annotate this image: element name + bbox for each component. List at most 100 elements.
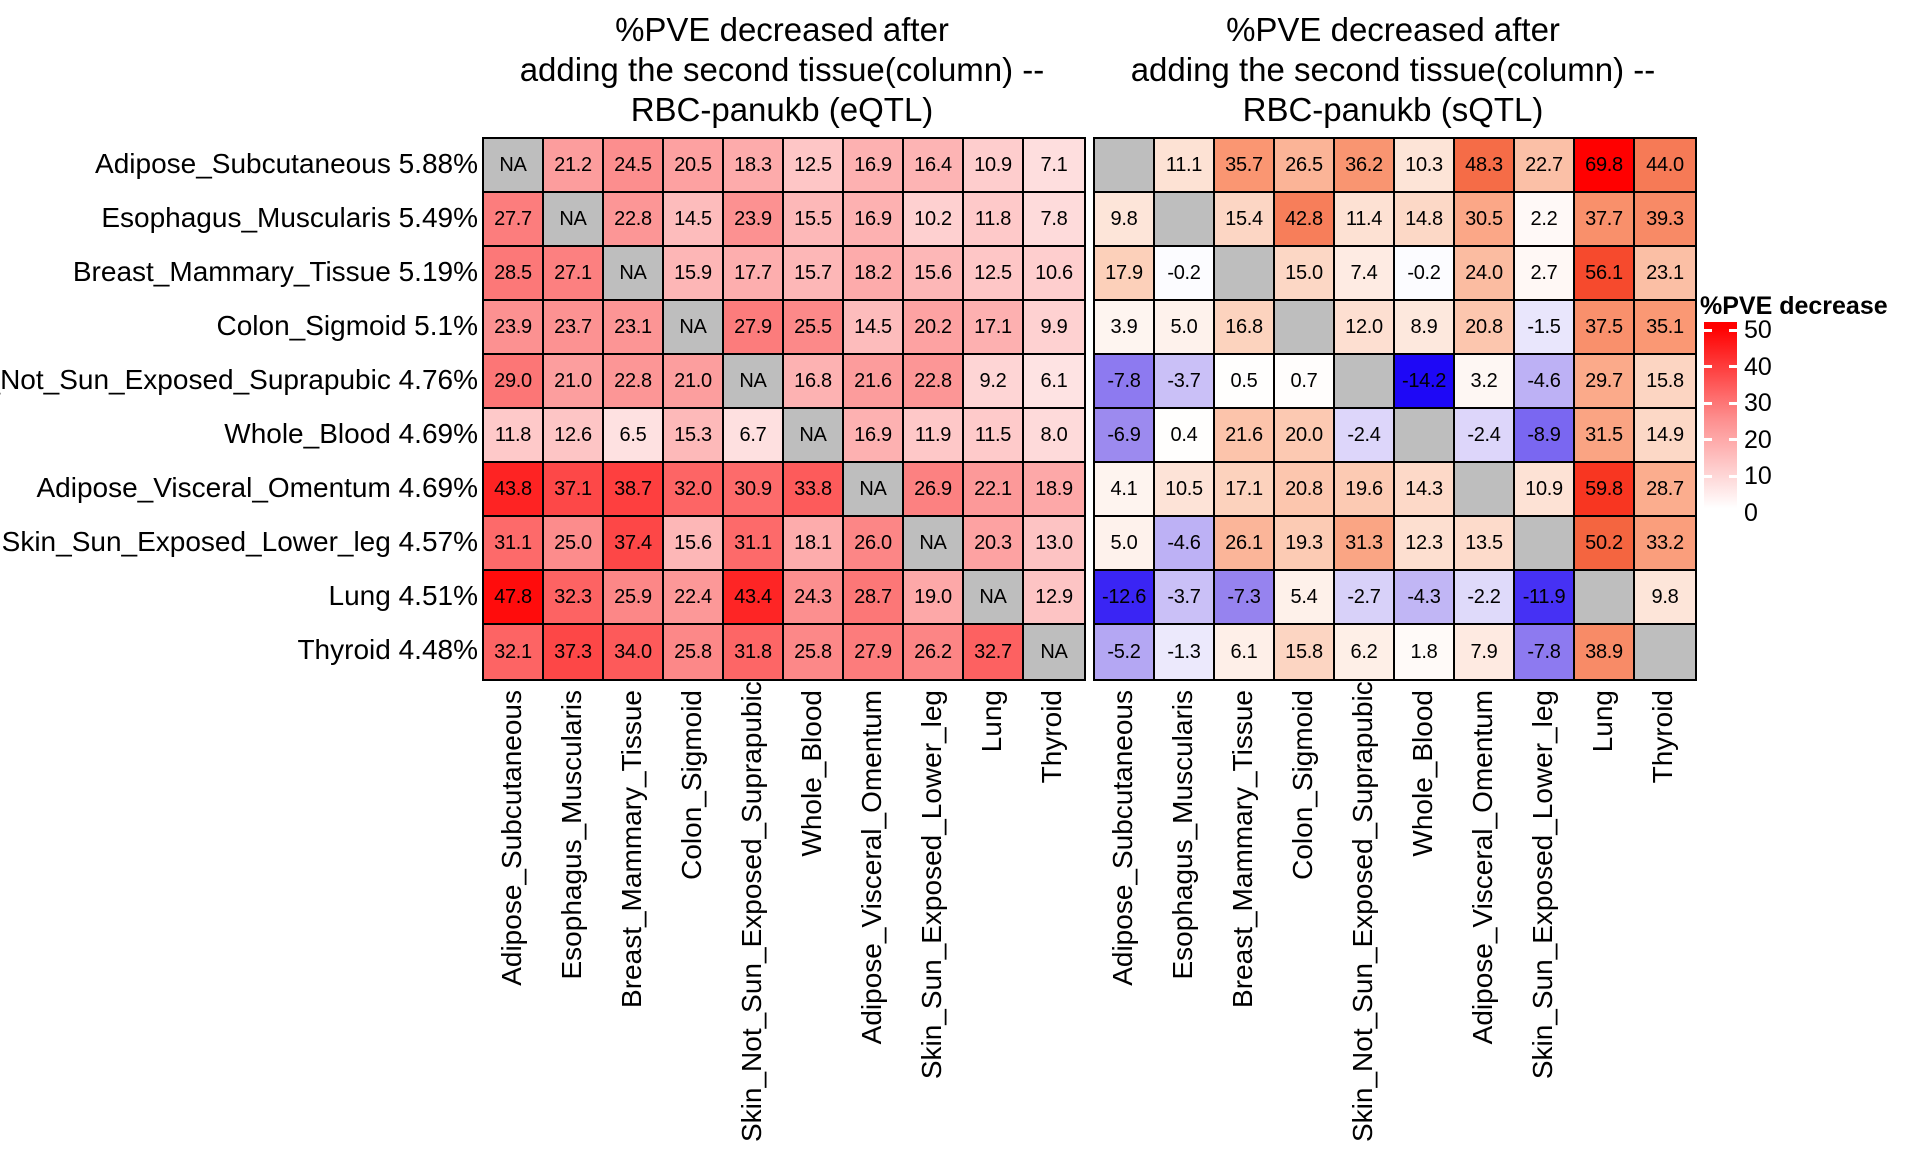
column-label: Adipose_Visceral_Omentum xyxy=(1467,690,1498,1045)
heatmap-cell: 37.3 xyxy=(544,625,604,679)
column-label: Whole_Blood xyxy=(1407,690,1438,857)
heatmap-cell: 8.9 xyxy=(1395,301,1455,355)
colorbar-tick-mark xyxy=(1704,474,1712,478)
heatmap-cell: 21.2 xyxy=(544,139,604,193)
chart-title-sqtl-line1: %PVE decreased after xyxy=(1226,11,1560,48)
heatmap-cell: 24.0 xyxy=(1455,247,1515,301)
row-label: Lung 4.51% xyxy=(328,580,478,611)
heatmap-cell: -7.8 xyxy=(1095,355,1155,409)
heatmap-cell: 10.6 xyxy=(1024,247,1084,301)
column-label: Lung xyxy=(976,690,1007,753)
heatmap-cell: -11.9 xyxy=(1515,571,1575,625)
heatmap-cell: -0.2 xyxy=(1395,247,1455,301)
heatmap-cell: 18.2 xyxy=(844,247,904,301)
heatmap-cell: 35.1 xyxy=(1635,301,1695,355)
heatmap-cell: 16.9 xyxy=(844,409,904,463)
heatmap-cell: -3.7 xyxy=(1155,571,1215,625)
heatmap-sqtl: 11.1 35.7 26.5 36.2 10.3 48.3 22.7 69.8 44.0 9.8 1… xyxy=(1093,137,1697,681)
heatmap-cell: 25.0 xyxy=(544,517,604,571)
colorbar-tick-mark xyxy=(1729,401,1737,405)
heatmap-cell: 14.5 xyxy=(844,301,904,355)
heatmap-cell: 25.5 xyxy=(784,301,844,355)
heatmap-cell: 37.7 xyxy=(1575,193,1635,247)
heatmap-cell: 23.9 xyxy=(724,193,784,247)
column-label: Skin_Not_Sun_Exposed_Suprapubic xyxy=(736,681,767,1142)
heatmap-cell: 11.8 xyxy=(484,409,544,463)
legend-tick-label: 10 xyxy=(1744,462,1772,491)
row-label: Thyroid 4.48% xyxy=(297,634,478,665)
heatmap-cell: 23.1 xyxy=(604,301,664,355)
heatmap-cell: 26.5 xyxy=(1275,139,1335,193)
heatmap-cell: 31.5 xyxy=(1575,409,1635,463)
heatmap-cell: 38.7 xyxy=(604,463,664,517)
heatmap-cell xyxy=(1215,247,1275,301)
heatmap-cell: 32.0 xyxy=(664,463,724,517)
heatmap-cell: 28.7 xyxy=(1635,463,1695,517)
heatmap-cell: 2.2 xyxy=(1515,193,1575,247)
heatmap-cell: 4.1 xyxy=(1095,463,1155,517)
heatmap-cell: 15.8 xyxy=(1275,625,1335,679)
heatmap-cell: 11.1 xyxy=(1155,139,1215,193)
heatmap-cell: 22.1 xyxy=(964,463,1024,517)
heatmap-cell: 6.1 xyxy=(1024,355,1084,409)
column-label: Adipose_Subcutaneous xyxy=(496,690,527,986)
heatmap-cell: 12.9 xyxy=(1024,571,1084,625)
column-label: Adipose_Visceral_Omentum xyxy=(856,690,887,1045)
heatmap-cell: 27.7 xyxy=(484,193,544,247)
row-label: Breast_Mammary_Tissue 5.19% xyxy=(72,256,478,287)
heatmap-cell: 26.2 xyxy=(904,625,964,679)
heatmap-cell: 21.0 xyxy=(664,355,724,409)
heatmap-cell: 16.8 xyxy=(1215,301,1275,355)
chart-title-eqtl-line2: adding the second tissue(column) -- xyxy=(519,51,1045,88)
heatmap-cell: 6.1 xyxy=(1215,625,1275,679)
heatmap-cell: 23.1 xyxy=(1635,247,1695,301)
heatmap-cell: 32.1 xyxy=(484,625,544,679)
heatmap-cell: 39.3 xyxy=(1635,193,1695,247)
heatmap-cell: 7.1 xyxy=(1024,139,1084,193)
heatmap-cell: 13.0 xyxy=(1024,517,1084,571)
heatmap-cell: 11.4 xyxy=(1335,193,1395,247)
heatmap-cell: NA xyxy=(664,301,724,355)
colorbar-tick-mark xyxy=(1704,401,1712,405)
heatmap-cell: NA xyxy=(484,139,544,193)
heatmap-cell: 37.5 xyxy=(1575,301,1635,355)
heatmap-cell: 12.5 xyxy=(784,139,844,193)
heatmap-cell: 15.6 xyxy=(664,517,724,571)
column-label: Colon_Sigmoid xyxy=(676,690,707,880)
legend-title: %PVE decrease xyxy=(1700,292,1888,320)
heatmap-cell: NA xyxy=(784,409,844,463)
column-label: Breast_Mammary_Tissue xyxy=(616,690,647,1008)
column-label: Thyroid xyxy=(1647,690,1678,784)
column-label: Skin_Sun_Exposed_Lower_leg xyxy=(916,690,947,1080)
legend-tick-label: 50 xyxy=(1744,316,1772,344)
heatmap-cell: 15.9 xyxy=(664,247,724,301)
heatmap-cell: 17.9 xyxy=(1095,247,1155,301)
chart-title-sqtl-line2: adding the second tissue(column) -- xyxy=(1130,51,1656,88)
heatmap-cell: 28.7 xyxy=(844,571,904,625)
heatmap-cell: 2.7 xyxy=(1515,247,1575,301)
column-label: Lung xyxy=(1587,690,1618,753)
heatmap-cell: -6.9 xyxy=(1095,409,1155,463)
heatmap-cell: -2.7 xyxy=(1335,571,1395,625)
heatmap-cell: 69.8 xyxy=(1575,139,1635,193)
heatmap-cell: NA xyxy=(544,193,604,247)
heatmap-cell: -2.2 xyxy=(1455,571,1515,625)
heatmap-cell: 30.9 xyxy=(724,463,784,517)
heatmap-cell: 26.1 xyxy=(1215,517,1275,571)
heatmap-cell: 11.9 xyxy=(904,409,964,463)
heatmap-cell: 3.2 xyxy=(1455,355,1515,409)
legend-tick-label: 30 xyxy=(1744,389,1772,418)
heatmap-cell: 20.8 xyxy=(1455,301,1515,355)
heatmap-cell: 18.9 xyxy=(1024,463,1084,517)
heatmap-cell: 22.8 xyxy=(604,355,664,409)
heatmap-cell: 3.9 xyxy=(1095,301,1155,355)
heatmap-cell: 7.4 xyxy=(1335,247,1395,301)
heatmap-cell: -1.3 xyxy=(1155,625,1215,679)
heatmap-cell: 31.1 xyxy=(484,517,544,571)
heatmap-cell: 17.1 xyxy=(1215,463,1275,517)
column-label: Esophagus_Muscularis xyxy=(556,690,587,980)
heatmap-cell xyxy=(1335,355,1395,409)
column-label: Skin_Sun_Exposed_Lower_leg xyxy=(1527,690,1558,1080)
heatmap-cell: 8.0 xyxy=(1024,409,1084,463)
